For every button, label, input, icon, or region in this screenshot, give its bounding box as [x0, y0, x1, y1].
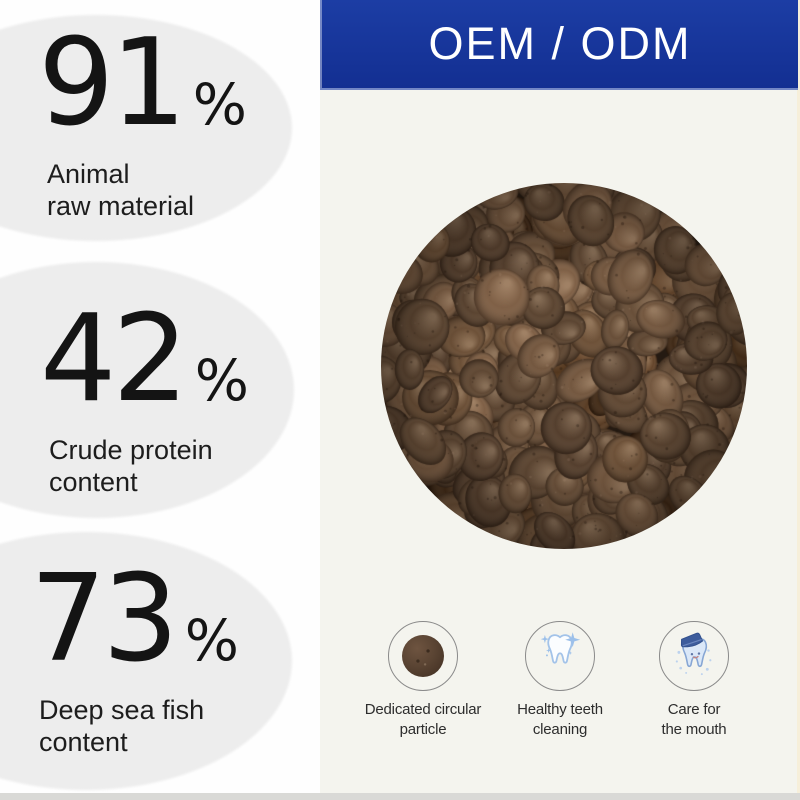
feature-teeth-cleaning: Healthy teeth cleaning [480, 621, 640, 740]
stat-number: 91% [38, 24, 247, 144]
stat-animal-raw-material: 91% Animal raw material [38, 24, 247, 223]
stat-label-line: content [39, 727, 128, 758]
tooth-care-icon [659, 621, 729, 691]
stat-label-line: content [49, 467, 138, 498]
percent-sign: % [192, 72, 247, 138]
stat-value: 91 [38, 14, 187, 153]
kibble-particle-icon [388, 621, 458, 691]
stat-label: Crude protein content [49, 434, 249, 499]
stat-label-line: raw material [47, 191, 195, 222]
kibble-dot-icon [402, 635, 444, 677]
feature-label-line: the mouth [661, 720, 727, 738]
stat-number: 73% [30, 560, 239, 680]
feature-mouth-care: Care for the mouth [614, 621, 774, 740]
feature-label: Dedicated circular particle [343, 700, 503, 740]
banner-label: OEM / ODM [428, 18, 692, 69]
stat-crude-protein: 42% Crude protein content [40, 300, 249, 499]
percent-sign: % [184, 608, 239, 674]
tooth-cap-glyph [675, 632, 712, 676]
bottom-edge-strip [0, 793, 800, 800]
feature-circular-particle: Dedicated circular particle [343, 621, 503, 740]
oem-odm-banner: OEM / ODM [320, 0, 798, 90]
feature-label-line: Dedicated circular [364, 701, 482, 718]
feature-label-line: Care for [667, 701, 721, 718]
stat-label: Animal raw material [47, 158, 247, 223]
feature-label-line: particle [399, 720, 447, 738]
kibble-photo [381, 183, 747, 549]
stat-label-line: Deep sea fish [39, 695, 205, 725]
kibble-photo-canvas [381, 183, 747, 549]
stat-label: Deep sea fish content [39, 694, 239, 759]
feature-label: Healthy teeth cleaning [480, 700, 640, 740]
stat-value: 73 [30, 550, 179, 689]
sparkling-tooth-icon [525, 621, 595, 691]
stat-number: 42% [40, 300, 249, 420]
stat-value: 42 [40, 290, 189, 429]
feature-label-line: cleaning [532, 720, 588, 738]
feature-label: Care for the mouth [614, 700, 774, 740]
stat-deep-sea-fish: 73% Deep sea fish content [30, 560, 239, 759]
feature-label-line: Healthy teeth [517, 701, 603, 718]
stat-label-line: Crude protein [49, 435, 213, 465]
percent-sign: % [194, 348, 249, 414]
tooth-sparkle-glyph [540, 632, 581, 664]
stat-label-line: Animal [47, 159, 130, 189]
right-edge-strip [797, 0, 800, 800]
